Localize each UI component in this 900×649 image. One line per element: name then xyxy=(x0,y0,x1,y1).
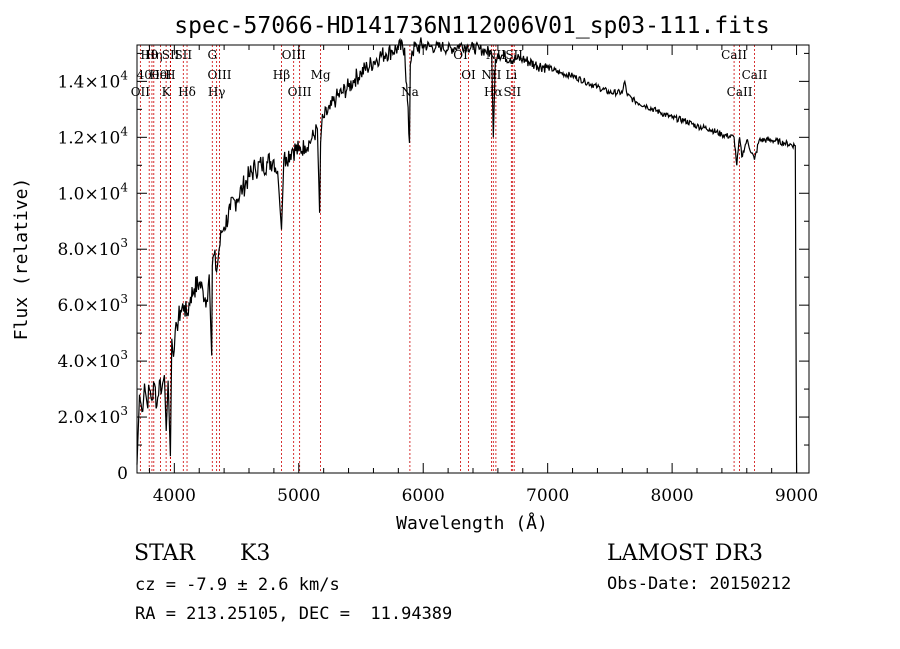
marker-label: K xyxy=(162,85,172,99)
x-tick-label: 5000 xyxy=(277,486,320,506)
chart-title: spec-57066-HD141736N112006V01_sp03-111.f… xyxy=(174,13,769,39)
y-tick-label: 2.0×103 xyxy=(57,404,128,428)
object-subclass: K3 xyxy=(240,541,270,566)
spectrum-line xyxy=(136,37,798,474)
y-tick-label: 0 xyxy=(117,464,128,484)
marker-label: SII xyxy=(503,85,521,99)
line-markers: Hθ4000OIIHηHeIKSIIHHδSIIOIIIHγGHβOIIIOII… xyxy=(131,45,768,473)
object-type: STAR xyxy=(134,541,196,566)
x-tick-label: 6000 xyxy=(402,486,445,506)
marker-label: OI xyxy=(461,68,476,82)
marker-label: OIII xyxy=(207,68,231,82)
y-tick-label: 1.4×104 xyxy=(57,68,128,92)
marker-label: CaII xyxy=(727,85,753,99)
marker-label: OIII xyxy=(288,85,312,99)
marker-label: 4000 xyxy=(137,68,168,82)
x-axis-label: Wavelength (Å) xyxy=(396,512,548,534)
marker-label: H xyxy=(165,68,175,82)
coordinates-text: RA = 213.25105, DEC = 11.94389 xyxy=(135,604,452,624)
marker-label: Hη xyxy=(145,48,163,62)
marker-label: Mg xyxy=(311,68,331,82)
marker-label: Hα xyxy=(484,85,503,99)
y-tick-label: 6.0×103 xyxy=(57,292,128,316)
marker-label: SII xyxy=(174,48,192,62)
y-tick-label: 1.0×104 xyxy=(57,180,128,204)
marker-label: CaII xyxy=(721,48,747,62)
x-tick-label: 7000 xyxy=(526,486,569,506)
obs-date: Obs-Date: 20150212 xyxy=(607,574,791,594)
survey-name: LAMOST DR3 xyxy=(607,541,763,566)
redshift-text: cz = -7.9 ± 2.6 km/s xyxy=(135,575,340,595)
marker-label: OIII xyxy=(282,48,306,62)
marker-label: CaII xyxy=(742,68,768,82)
y-axis-ticks: 0 2.0×103 4.0×103 6.0×103 8.0×103 1.0×104 1.2×… xyxy=(57,52,809,484)
y-axis-label: Flux (relative) xyxy=(11,178,32,341)
marker-label: Hδ xyxy=(178,85,196,99)
x-axis-ticks: 4000 5000 6000 7000 8000 9000 xyxy=(148,45,818,506)
x-tick-label: 8000 xyxy=(650,486,693,506)
marker-label: Li xyxy=(505,68,517,82)
marker-label: OI xyxy=(453,48,468,62)
y-tick-label: 4.0×103 xyxy=(57,348,128,372)
marker-label: Hγ xyxy=(208,85,226,99)
x-tick-label: 9000 xyxy=(775,486,818,506)
y-tick-label: 1.2×104 xyxy=(57,124,128,148)
marker-label: OII xyxy=(131,85,151,99)
x-tick-label: 4000 xyxy=(153,486,196,506)
marker-label: Hβ xyxy=(273,68,290,82)
y-tick-label: 8.0×103 xyxy=(57,236,128,260)
marker-label: G xyxy=(207,48,217,62)
